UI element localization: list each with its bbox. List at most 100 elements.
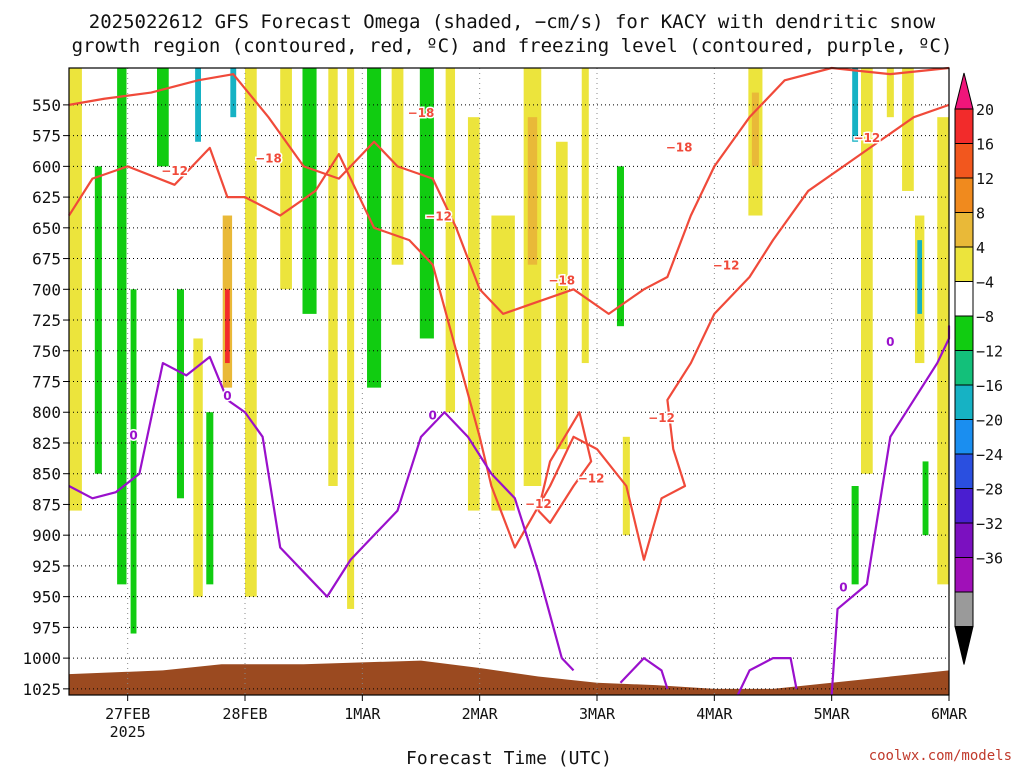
colorbar-label-13: −36 <box>976 550 1003 568</box>
x-tick-label-2MAR: 2MAR <box>462 705 499 723</box>
omega-cell-37 <box>852 68 859 142</box>
contour-0c <box>736 657 798 696</box>
contour-label-2: −18 <box>408 106 435 120</box>
omega-cell-26 <box>581 68 589 364</box>
omega-cell-27 <box>616 166 624 327</box>
omega-cell-16 <box>347 68 355 609</box>
colorbar-segment-10 <box>954 419 974 455</box>
y-tick-label-550: 550 <box>32 96 61 115</box>
colorbar-segment-11 <box>954 453 974 489</box>
y-tick-label-650: 650 <box>32 219 61 238</box>
contour--18 <box>68 66 950 315</box>
colorbar-segment-14 <box>954 557 974 593</box>
contour-label-1: −12 <box>161 164 188 178</box>
contour-label-15: 0 <box>839 581 847 595</box>
contour-lines <box>68 66 951 696</box>
terrain-area <box>69 660 949 695</box>
contour-label-10: −12 <box>853 131 880 145</box>
omega-cell-35 <box>902 68 914 191</box>
omega-cell-31 <box>861 68 873 474</box>
omega-cell-11 <box>230 68 237 118</box>
y-tick-label-675: 675 <box>32 250 61 269</box>
colorbar-segment-4 <box>954 212 974 248</box>
colorbar-segment-13 <box>954 522 974 558</box>
colorbar-segment-5 <box>954 246 974 282</box>
y-tick-label-925: 925 <box>32 557 61 576</box>
colorbar-label-7: −12 <box>976 343 1003 361</box>
grid-lines <box>69 68 950 695</box>
y-tick-label-725: 725 <box>32 311 61 330</box>
colorbar-segment-1 <box>954 108 974 144</box>
colorbar-segment-6 <box>954 281 974 317</box>
contour-label-14: 0 <box>886 335 894 349</box>
y-tick-label-825: 825 <box>32 434 61 453</box>
omega-cell-36 <box>917 240 923 314</box>
omega-cell-12 <box>245 68 257 597</box>
contour-0 <box>68 355 575 672</box>
chart-title-line2: growth region (contoured, red, ºC) and f… <box>72 35 953 57</box>
y-tick-label-900: 900 <box>32 526 61 545</box>
omega-cell-21 <box>467 117 480 511</box>
colorbar-label-10: −24 <box>976 446 1003 464</box>
x-tick-label-3MAR: 3MAR <box>579 705 616 723</box>
contour-label-12: 0 <box>223 389 231 403</box>
omega-cell-30 <box>751 92 759 167</box>
y-axis-ticks: 550 575 600 625 650 675 700 725 750 775 800 825 850 8… <box>22 96 69 699</box>
y-tick-label-700: 700 <box>32 280 61 299</box>
omega-cell-15 <box>328 68 338 486</box>
colorbar-label-12: −32 <box>976 515 1003 533</box>
x-tick-sublabel-27FEB: 2025 <box>110 723 146 741</box>
colorbar-segment-3 <box>954 177 974 213</box>
omega-cell-38 <box>851 486 859 585</box>
contour-label-13: 0 <box>429 409 437 423</box>
omega-cell-24 <box>527 117 538 265</box>
x-tick-label-28FEB: 28FEB <box>222 705 267 723</box>
y-tick-label-750: 750 <box>32 342 61 361</box>
contour-label-9: −12 <box>525 497 552 511</box>
x-tick-label-1MAR: 1MAR <box>344 705 381 723</box>
omega-cell-13 <box>280 68 292 290</box>
contour-label-7: −12 <box>648 411 675 425</box>
omega-shading <box>69 68 949 634</box>
contour--12b <box>537 411 593 524</box>
y-tick-label-600: 600 <box>32 157 61 176</box>
x-tick-label-4MAR: 4MAR <box>696 705 733 723</box>
contour-label-4: −18 <box>548 273 575 287</box>
colorbar-segment-7 <box>954 315 974 351</box>
contour-label-5: −18 <box>666 141 693 155</box>
contour-0b <box>619 657 669 690</box>
contour-label-6: −12 <box>713 259 740 273</box>
colorbar-label-6: −8 <box>976 308 994 326</box>
colorbar-label-2: 12 <box>976 170 994 188</box>
omega-cell-3 <box>130 289 137 634</box>
x-tick-label-5MAR: 5MAR <box>814 705 851 723</box>
omega-cell-2 <box>117 68 127 585</box>
contour--12 <box>68 103 950 561</box>
omega-cell-19 <box>419 68 434 339</box>
contour-label-3: −12 <box>425 209 452 223</box>
y-tick-label-625: 625 <box>32 188 61 207</box>
omega-cell-14 <box>302 68 317 314</box>
omega-cell-20 <box>445 68 456 413</box>
plot-area: −18 −12 −18 −12 −18 −18 −12 −12 −12 −12 −12 0 0 0 0 0 <box>68 66 951 696</box>
omega-cell-1 <box>94 166 102 474</box>
colorbar-segment-15 <box>954 591 974 627</box>
omega-cell-39 <box>922 461 929 536</box>
y-tick-label-875: 875 <box>32 495 61 514</box>
colorbar-label-4: 4 <box>976 239 985 257</box>
colorbar-top-arrow <box>954 72 974 110</box>
contour-label-11: 0 <box>129 428 137 442</box>
colorbar-segment-9 <box>954 384 974 420</box>
omega-cell-4 <box>157 68 169 167</box>
colorbar-label-1: 16 <box>976 136 994 154</box>
y-tick-label-850: 850 <box>32 465 61 484</box>
y-tick-label-950: 950 <box>32 588 61 607</box>
contour-label-8: −12 <box>578 471 605 485</box>
omega-cell-22 <box>491 215 515 511</box>
colorbar: 20 16 12 8 4 −4 −8 −12 −16 −20 −24 −28 −32 −36 <box>954 72 1003 665</box>
contour-label-0: −18 <box>255 152 282 166</box>
omega-cell-6 <box>193 338 203 597</box>
colorbar-segment-8 <box>954 350 974 386</box>
chart-title-line1: 2025022612 GFS Forecast Omega (shaded, −… <box>89 11 936 33</box>
colorbar-label-0: 20 <box>976 101 994 119</box>
